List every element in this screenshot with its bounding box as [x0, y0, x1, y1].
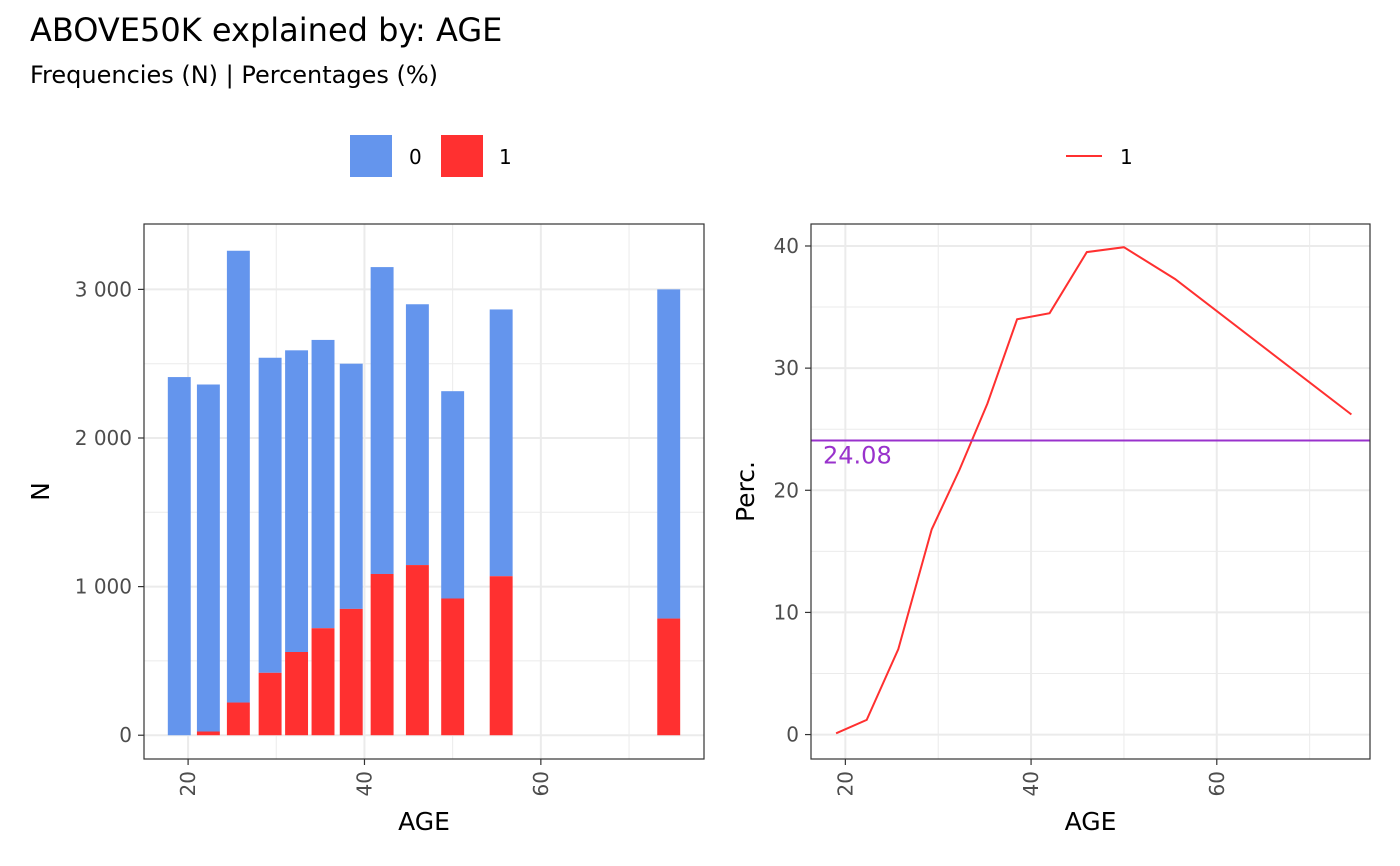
legend-label-0: 0 — [409, 145, 422, 169]
bar-class-0 — [167, 377, 191, 736]
bar-class-1 — [489, 576, 513, 736]
x-tick-label: 40 — [1019, 771, 1043, 796]
line-legend: 1 — [1066, 145, 1133, 169]
percentage-line-chart: 24.08 0 10 20 30 40 20 40 60 AGE Perc. 1 — [731, 145, 1371, 836]
x-axis-label: AGE — [1065, 807, 1117, 836]
bar-class-1 — [285, 652, 309, 736]
y-tick-label: 30 — [774, 356, 799, 380]
bar-class-1 — [339, 608, 363, 736]
y-tick-label: 0 — [786, 723, 799, 747]
bar-class-1 — [311, 628, 335, 736]
y-axis-label: Perc. — [731, 461, 760, 522]
x-tick-label: 40 — [352, 771, 376, 796]
bar-class-0 — [489, 309, 513, 577]
bar-class-0 — [657, 289, 681, 619]
bar-class-0 — [258, 357, 282, 673]
x-axis-label: AGE — [398, 807, 450, 836]
panel-border — [143, 223, 705, 760]
bar-class-1 — [226, 702, 250, 736]
x-tick-label: 60 — [1205, 771, 1229, 796]
bar-class-0 — [311, 339, 335, 629]
y-axis-label: N — [26, 482, 55, 501]
panel-border — [810, 223, 1371, 760]
y-tick-label: 2 000 — [75, 426, 132, 450]
x-tick-label: 60 — [529, 771, 553, 796]
bar-class-0 — [285, 350, 309, 652]
y-tick-label: 10 — [774, 600, 799, 624]
y-tick-label: 0 — [119, 723, 132, 747]
chart-subtitle: Frequencies (N) | Percentages (%) — [30, 61, 438, 89]
legend-key-0 — [350, 135, 392, 177]
bar-class-1 — [657, 618, 681, 736]
bar-class-0 — [226, 250, 250, 703]
reference-line-label: 24.08 — [823, 441, 892, 469]
chart-title: ABOVE50K explained by: AGE — [30, 11, 502, 49]
bar-class-0 — [339, 363, 363, 609]
y-tick-label: 40 — [774, 234, 799, 258]
x-tick-label: 20 — [176, 771, 200, 796]
bar-class-1 — [405, 565, 429, 736]
bar-class-1 — [258, 672, 282, 736]
y-tick-label: 20 — [774, 478, 799, 502]
plot-panel — [811, 224, 1370, 759]
legend-key-1 — [441, 135, 483, 177]
bar-class-0 — [405, 304, 429, 566]
bar-class-1 — [441, 598, 465, 736]
bar-class-1 — [370, 573, 394, 736]
bar-class-0 — [370, 267, 394, 574]
bar-class-0 — [196, 384, 220, 732]
y-tick-label: 1 000 — [75, 575, 132, 599]
legend-label-1: 1 — [499, 145, 512, 169]
y-tick-label: 3 000 — [75, 277, 132, 301]
legend-label-line-1: 1 — [1120, 145, 1133, 169]
bar-class-0 — [441, 391, 465, 599]
bar-class-1 — [196, 731, 220, 736]
x-tick-label: 20 — [833, 771, 857, 796]
series-line-1 — [835, 246, 1353, 735]
